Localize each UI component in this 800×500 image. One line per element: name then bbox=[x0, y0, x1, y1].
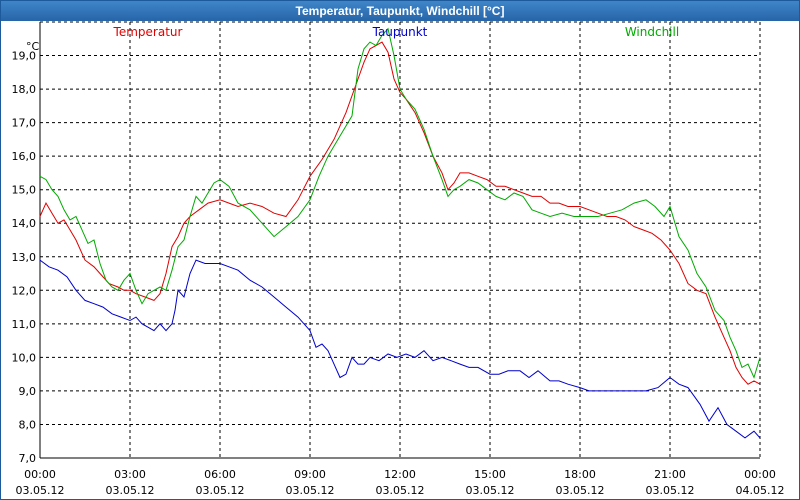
x-tick-time: 18:00 bbox=[564, 468, 596, 481]
x-tick-time: 00:00 bbox=[744, 468, 776, 481]
y-tick-labels: 7,0 8,0 9,0 10,0 11,0 12,0 13,0 14,0 15,0 16,0 17,… bbox=[12, 50, 37, 465]
legend-windchill: Windchill bbox=[625, 25, 679, 39]
x-tick-time: 21:00 bbox=[654, 468, 686, 481]
y-tick-label: 10,0 bbox=[12, 351, 37, 364]
legend-taupunkt: Taupunkt bbox=[372, 25, 428, 39]
y-tick-label: 12,0 bbox=[12, 284, 37, 297]
x-tick-date: 03.05.12 bbox=[106, 484, 155, 497]
series-line-taupunkt bbox=[39, 259, 761, 439]
y-tick-label: 8,0 bbox=[19, 418, 37, 431]
x-tick-time: 00:00 bbox=[24, 468, 56, 481]
y-tick-label: 19,0 bbox=[12, 50, 37, 63]
window-title: Temperatur, Taupunkt, Windchill [°C] bbox=[1, 1, 799, 21]
axes bbox=[39, 22, 761, 459]
x-tick-date: 03.05.12 bbox=[646, 484, 695, 497]
x-tick-date: 03.05.12 bbox=[466, 484, 515, 497]
legend-temperatur: Temperatur bbox=[113, 25, 183, 39]
x-tick-date: 03.05.12 bbox=[196, 484, 245, 497]
y-tick-label: 11,0 bbox=[12, 318, 37, 331]
legend: Temperatur Taupunkt Windchill bbox=[113, 25, 680, 39]
series-lines bbox=[39, 27, 761, 439]
x-tick-time: 15:00 bbox=[474, 468, 506, 481]
y-tick-label: 17,0 bbox=[12, 117, 37, 130]
y-tick-label: 13,0 bbox=[12, 251, 37, 264]
y-unit-label: °C bbox=[26, 40, 40, 53]
series-line-windchill bbox=[39, 27, 761, 379]
x-tick-date: 03.05.12 bbox=[376, 484, 425, 497]
x-tick-date: 03.05.12 bbox=[556, 484, 605, 497]
series-line-temperatur bbox=[39, 41, 761, 385]
x-tick-time: 03:00 bbox=[114, 468, 146, 481]
y-tick-label: 14,0 bbox=[12, 217, 37, 230]
x-tick-date: 03.05.12 bbox=[16, 484, 65, 497]
y-tick-label: 9,0 bbox=[19, 385, 37, 398]
x-tick-date: 04.05.12 bbox=[736, 484, 785, 497]
y-tick-label: 18,0 bbox=[12, 83, 37, 96]
y-tick-label: 15,0 bbox=[12, 184, 37, 197]
x-tick-labels: 00:00 03.05.12 03:00 03.05.12 06:00 03.05.12 0… bbox=[16, 468, 785, 497]
y-tick-label: 16,0 bbox=[12, 150, 37, 163]
y-tick-label: 7,0 bbox=[19, 452, 37, 465]
x-tick-time: 12:00 bbox=[384, 468, 416, 481]
x-tick-time: 09:00 bbox=[294, 468, 326, 481]
x-tick-date: 03.05.12 bbox=[286, 484, 335, 497]
x-tick-time: 06:00 bbox=[204, 468, 236, 481]
